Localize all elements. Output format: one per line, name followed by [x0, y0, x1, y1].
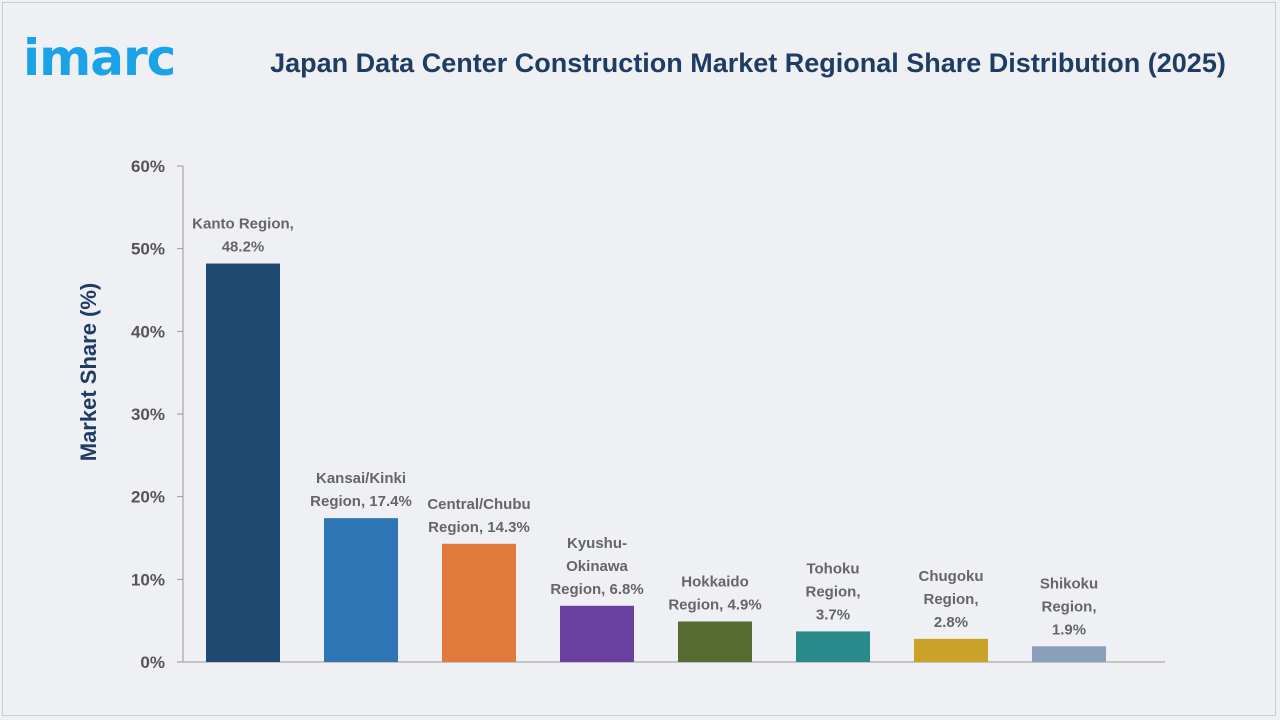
- bar: [560, 605, 634, 662]
- y-tick-label: 50%: [131, 240, 165, 259]
- y-tick-label: 0%: [140, 653, 165, 672]
- bars: [206, 263, 1106, 662]
- bar: [796, 631, 870, 662]
- y-tick-label: 10%: [131, 570, 165, 589]
- bar-data-label: Central/Chubu Region, 14.3%: [427, 496, 530, 536]
- bar: [1032, 646, 1106, 662]
- y-tick-label: 40%: [131, 322, 165, 341]
- bar: [442, 543, 516, 662]
- bar: [206, 263, 280, 662]
- bar-data-label: Kansai/Kinki Region, 17.4%: [310, 470, 412, 510]
- y-tick-label: 60%: [131, 157, 165, 176]
- axes: 0% 10% 20% 30% 40% 50% 60%: [131, 157, 1165, 672]
- bar-data-label: Chugoku Region, 2.8%: [919, 568, 984, 631]
- y-tick-label: 30%: [131, 405, 165, 424]
- data-labels: Kanto Region, 48.2% Kansai/Kinki Region, 17…: [192, 216, 1098, 639]
- bar-data-label: Hokkaido Region, 4.9%: [668, 573, 761, 613]
- imarc-logo: imarc: [23, 29, 176, 87]
- bar-data-label: Kyushu-Okinawa Region, 6.8%: [550, 535, 643, 598]
- bar: [324, 518, 398, 662]
- chart-title: Japan Data Center Construction Market Re…: [270, 48, 1226, 78]
- bar: [914, 638, 988, 662]
- y-axis-label: Market Share (%): [76, 283, 101, 462]
- bar-data-label: Tohoku Region, 3.7%: [806, 560, 861, 623]
- bar-data-label: Shikoku Region, 1.9%: [1040, 575, 1098, 638]
- y-tick-label: 20%: [131, 488, 165, 507]
- bar: [678, 621, 752, 662]
- bar-data-label: Kanto Region, 48.2%: [192, 216, 294, 256]
